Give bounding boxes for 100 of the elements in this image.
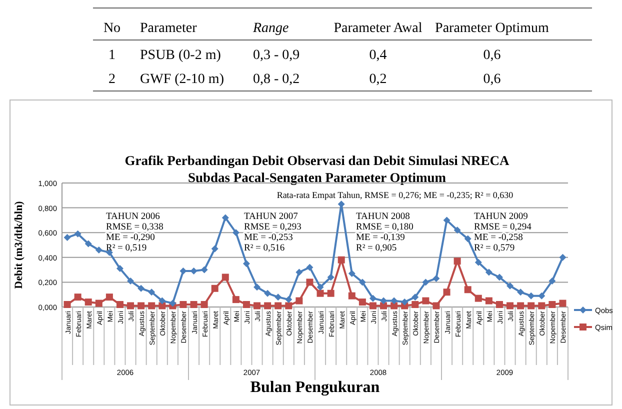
point	[380, 302, 388, 310]
point	[380, 297, 388, 304]
point	[74, 294, 82, 301]
point	[264, 290, 272, 297]
point	[443, 288, 450, 296]
point	[517, 302, 524, 310]
y-axis-title: Debit (m3/dtk/bln)	[13, 200, 25, 289]
point	[412, 301, 419, 308]
point	[116, 265, 124, 272]
point	[127, 277, 134, 284]
point	[242, 260, 250, 268]
point	[138, 302, 145, 310]
point	[200, 301, 208, 308]
text: Parameter Awal	[334, 21, 422, 36]
point	[148, 288, 156, 296]
point	[180, 301, 187, 308]
point	[127, 302, 134, 310]
point	[84, 240, 92, 248]
point	[190, 268, 198, 275]
point	[254, 284, 261, 291]
point	[116, 301, 124, 308]
text: PSUB (0-2 m)	[140, 48, 222, 63]
annotation: TAHUN 2008 RMSE = 0,180 ME = -0,139 R² = 0,905	[356, 212, 414, 254]
point	[474, 258, 482, 266]
point	[454, 258, 461, 265]
point	[242, 301, 250, 308]
point	[422, 297, 430, 304]
point	[158, 302, 166, 310]
point	[496, 274, 503, 281]
point	[464, 235, 472, 242]
annotation: TAHUN 2009 RMSE = 0,294 ME = -0,258 R² = 0,579	[474, 212, 532, 254]
point	[443, 216, 450, 224]
point	[422, 278, 430, 286]
point	[327, 290, 334, 297]
point	[222, 274, 229, 281]
point	[432, 274, 440, 282]
chart-title: Grafik Perbandingan Debit Observasi dan Debit Simulasi NRECA	[124, 153, 510, 168]
point	[464, 286, 472, 294]
point	[496, 301, 503, 308]
text: No	[103, 21, 121, 36]
point	[348, 292, 356, 300]
point	[169, 300, 176, 307]
point	[74, 230, 82, 238]
annotation: TAHUN 2007 RMSE = 0,293 ME = -0,253 R² = 0,516	[244, 212, 302, 254]
point	[306, 264, 314, 271]
point	[158, 297, 166, 304]
annotation: Rata-rata Empat Tahun, RMSE = 0,276; ME = -0,235; R² = 0,630	[276, 190, 514, 200]
point	[316, 284, 324, 291]
point	[506, 282, 514, 290]
point	[138, 284, 145, 292]
text: GWF (2-10 m)	[140, 72, 224, 87]
point	[390, 297, 398, 304]
point	[285, 302, 292, 310]
point	[454, 226, 461, 234]
point	[274, 294, 282, 301]
point	[254, 302, 261, 310]
point	[474, 294, 482, 302]
point	[485, 268, 492, 276]
point	[64, 301, 71, 308]
point	[296, 297, 303, 304]
point	[84, 298, 92, 306]
point	[232, 229, 240, 236]
point	[369, 302, 376, 310]
point	[190, 301, 198, 308]
x-axis-title: Bulan Pengukuran	[250, 379, 380, 396]
text: Range	[252, 21, 289, 36]
text: 1	[108, 48, 116, 63]
point	[211, 245, 218, 252]
text: Parameter Optimum	[435, 21, 550, 36]
point	[64, 234, 71, 242]
point	[528, 292, 535, 300]
text: 0,6	[483, 72, 501, 87]
point	[559, 300, 566, 307]
point	[95, 246, 102, 254]
point	[517, 288, 524, 296]
point	[506, 302, 514, 310]
point	[148, 302, 156, 310]
point	[432, 302, 440, 310]
point	[95, 300, 102, 307]
point	[316, 290, 324, 297]
point	[538, 302, 546, 310]
text: 0,2	[369, 72, 387, 87]
point	[348, 270, 356, 278]
point	[106, 294, 113, 301]
point	[559, 254, 566, 261]
text: 2	[108, 72, 116, 87]
point	[390, 302, 398, 310]
point	[274, 302, 282, 310]
point	[180, 268, 187, 275]
point	[538, 292, 546, 300]
text: 0,8 - 0,2	[253, 72, 300, 87]
text: Parameter	[140, 21, 198, 36]
point	[528, 302, 535, 310]
point	[200, 266, 208, 274]
point	[306, 278, 314, 286]
text: 0,3 - 0,9	[253, 48, 300, 63]
point	[358, 278, 366, 286]
point	[548, 301, 556, 308]
point	[412, 294, 419, 301]
annotation: TAHUN 2006 RMSE = 0,338 ME = -0,290 R² = 0,519	[106, 212, 164, 254]
